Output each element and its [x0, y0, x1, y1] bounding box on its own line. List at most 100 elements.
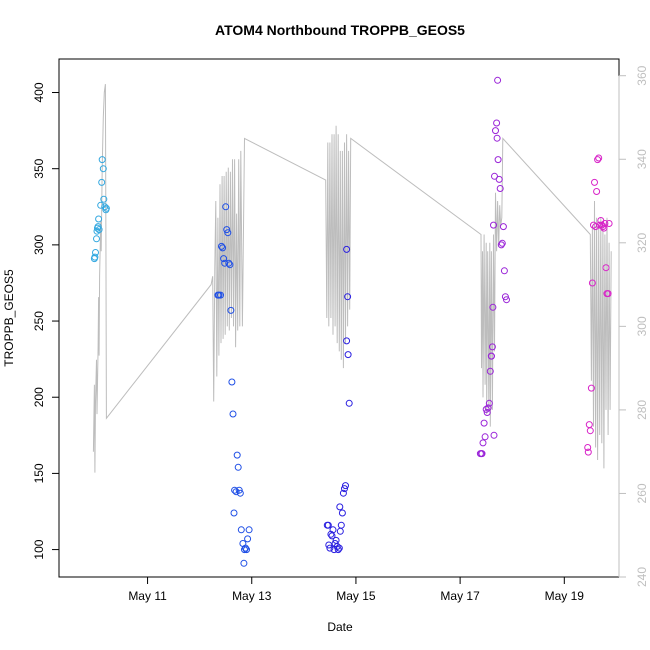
data-point — [92, 249, 99, 256]
data-point — [593, 188, 601, 195]
data-point — [488, 343, 496, 351]
data-point — [220, 255, 228, 263]
chart-title: ATOM4 Northbound TROPPB_GEOS5 — [215, 22, 465, 38]
data-point — [95, 226, 103, 234]
data-point — [493, 134, 501, 142]
data-point — [495, 175, 503, 183]
x-tick-label: May 17 — [440, 589, 480, 603]
y-tick-label: 100 — [32, 539, 46, 559]
data-point — [491, 172, 498, 180]
line-layer — [92, 84, 612, 473]
data-point — [218, 242, 225, 250]
y-tick-label: 400 — [32, 82, 46, 102]
data-point — [344, 293, 352, 301]
data-point — [236, 489, 244, 497]
data-point — [594, 156, 602, 164]
data-point — [602, 264, 610, 272]
data-point — [484, 404, 492, 412]
data-point — [490, 221, 497, 229]
data-point — [490, 431, 498, 439]
data-point — [98, 156, 106, 164]
data-point — [325, 541, 333, 549]
x-axis: May 11 May 13 May 15 May 17 May 19 — [128, 576, 585, 603]
y2-tick-label: 360 — [635, 65, 649, 85]
data-point — [482, 405, 490, 413]
x-tick-label: May 19 — [545, 589, 585, 603]
data-point — [95, 215, 103, 223]
x-tick-label: May 15 — [336, 589, 376, 603]
data-point — [219, 244, 227, 252]
data-point — [483, 409, 491, 416]
data-point — [586, 427, 594, 435]
data-point — [584, 448, 592, 456]
data-point — [587, 384, 595, 392]
data-point — [91, 253, 99, 261]
data-point — [588, 279, 596, 287]
data-point — [245, 526, 253, 534]
data-point — [97, 201, 105, 209]
data-point — [235, 486, 243, 494]
data-point — [335, 544, 343, 552]
data-point — [591, 178, 598, 186]
y2-tick-label: 280 — [635, 400, 649, 420]
data-point — [486, 367, 494, 375]
data-point — [93, 227, 101, 235]
data-point — [494, 76, 502, 84]
data-point — [327, 530, 335, 538]
y-tick-label: 350 — [32, 158, 46, 178]
data-point — [228, 378, 236, 386]
y2-tick-label: 320 — [635, 232, 649, 252]
data-point — [487, 352, 495, 360]
y-axis-right: 240 260 280 300 320 340 360 — [618, 65, 649, 587]
data-point — [339, 489, 347, 497]
data-point — [237, 526, 245, 534]
data-point — [338, 509, 346, 517]
data-point — [497, 241, 505, 249]
data-point — [229, 410, 237, 418]
data-point — [329, 526, 337, 534]
data-point — [481, 433, 489, 441]
y2-tick-label: 300 — [635, 316, 649, 336]
data-point — [343, 337, 351, 345]
data-point — [99, 165, 107, 173]
data-point — [336, 527, 344, 535]
data-point — [224, 229, 232, 237]
data-point — [344, 351, 352, 359]
data-point — [334, 546, 342, 554]
data-point — [243, 546, 250, 554]
data-point — [244, 535, 252, 543]
data-point — [600, 224, 608, 232]
data-point — [493, 119, 501, 127]
data-point — [342, 482, 349, 490]
data-point — [485, 399, 493, 407]
y2-tick-label: 240 — [635, 567, 649, 587]
data-point — [222, 203, 230, 211]
data-point — [343, 245, 351, 253]
data-point — [337, 521, 345, 529]
data-point — [225, 259, 233, 267]
y-tick-label: 200 — [32, 387, 46, 407]
data-point — [94, 223, 102, 231]
data-point — [501, 293, 509, 301]
data-point — [233, 451, 241, 459]
data-point — [592, 223, 600, 231]
data-point — [217, 291, 224, 299]
data-point — [102, 204, 110, 212]
data-point — [492, 127, 499, 135]
data-point — [336, 503, 344, 511]
data-point — [226, 261, 234, 269]
y-tick-label: 300 — [32, 235, 46, 255]
data-point — [234, 463, 242, 471]
data-point — [230, 509, 238, 517]
data-point — [345, 399, 353, 407]
data-point — [503, 296, 510, 304]
data-point — [241, 546, 248, 554]
data-point — [498, 239, 506, 247]
y-axis-left: 100 150 200 250 300 350 400 — [32, 82, 60, 560]
x-tick-label: May 11 — [128, 589, 167, 603]
data-point — [585, 421, 593, 429]
data-point — [480, 419, 488, 427]
x-axis-label: Date — [327, 620, 353, 634]
data-point — [240, 559, 248, 567]
